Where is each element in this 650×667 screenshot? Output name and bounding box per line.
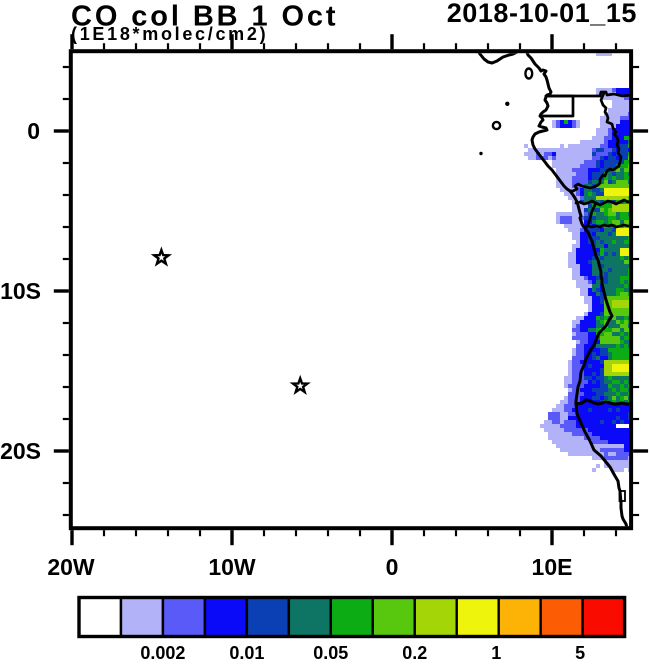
svg-text:5: 5 — [575, 643, 585, 663]
svg-text:CO col BB 1 Oct: CO col BB 1 Oct — [71, 1, 339, 33]
svg-text:10W: 10W — [208, 554, 256, 580]
svg-text:0.2: 0.2 — [402, 643, 427, 663]
svg-text:10S: 10S — [0, 278, 41, 304]
svg-text:0.05: 0.05 — [313, 643, 348, 663]
svg-text:10E: 10E — [532, 554, 573, 580]
svg-text:0: 0 — [27, 118, 40, 144]
svg-text:20S: 20S — [0, 438, 41, 464]
svg-text:(1E18*molec/cm2): (1E18*molec/cm2) — [71, 24, 268, 44]
svg-text:1: 1 — [491, 643, 501, 663]
svg-text:0.01: 0.01 — [229, 643, 264, 663]
svg-text:0: 0 — [386, 554, 399, 580]
svg-text:0.002: 0.002 — [140, 643, 185, 663]
svg-text:2018-10-01_15: 2018-10-01_15 — [447, 0, 637, 28]
svg-text:20W: 20W — [47, 554, 95, 580]
